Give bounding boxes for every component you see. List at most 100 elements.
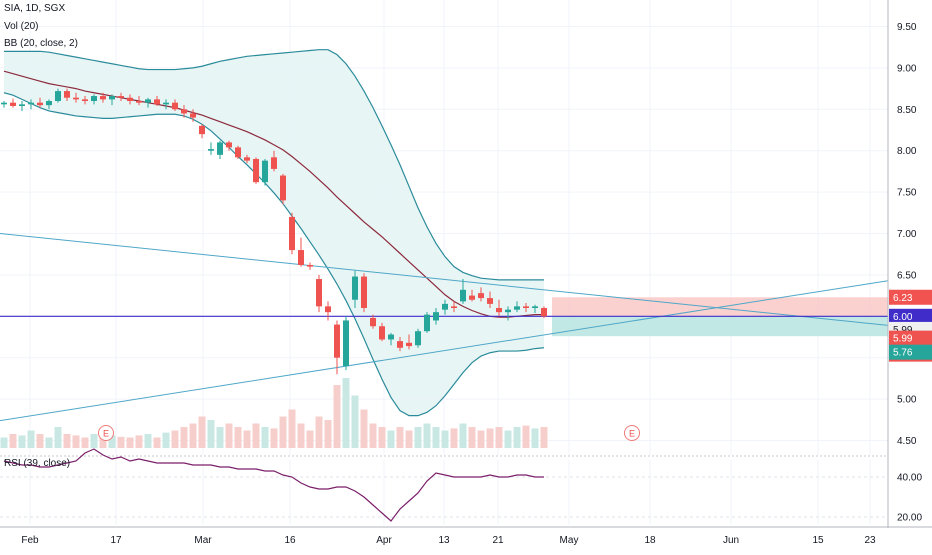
candle-body xyxy=(460,289,466,302)
volume-bar xyxy=(54,427,62,448)
candles xyxy=(1,88,547,375)
rsi-tick-label: 20.00 xyxy=(897,513,922,524)
candle-body xyxy=(280,175,286,201)
price-label: 6.00 xyxy=(893,312,913,323)
candle-body xyxy=(181,109,187,114)
candle-body xyxy=(154,99,160,105)
candle-body xyxy=(370,317,376,327)
earnings-marker xyxy=(98,425,114,441)
candle-body xyxy=(478,293,484,299)
price-labels: 6.236.005.995.9901:57:075.76 xyxy=(889,289,932,362)
volume-legend[interactable]: Vol (20) xyxy=(4,21,39,32)
candle-body xyxy=(289,216,295,251)
candle-body xyxy=(271,157,277,169)
candle-body xyxy=(226,142,232,148)
volume-bar xyxy=(216,427,224,448)
candle-body xyxy=(235,147,241,158)
volume-bar xyxy=(270,428,278,448)
volume-bar xyxy=(72,435,80,448)
volume-bar xyxy=(189,423,197,448)
volume-bar xyxy=(441,430,449,448)
volume-bar xyxy=(243,430,251,448)
price-label-box xyxy=(889,344,932,360)
price-label-box xyxy=(889,289,932,305)
symbol-legend[interactable]: SIA, 1D, SGX xyxy=(4,3,66,14)
bollinger-fill xyxy=(4,49,544,416)
volume-bar xyxy=(468,427,476,448)
candle-body xyxy=(190,113,196,118)
volume-bar xyxy=(396,427,404,448)
rsi-tick-label: 40.00 xyxy=(897,473,922,484)
volume-bar xyxy=(81,437,89,448)
price-label-box xyxy=(889,330,932,346)
candle-body xyxy=(73,97,79,100)
volume-bar xyxy=(279,416,287,448)
volume-bar xyxy=(423,423,431,448)
volume-bar xyxy=(405,430,413,448)
volume-bar xyxy=(180,427,188,448)
candle-body xyxy=(352,276,358,300)
volume-bar xyxy=(378,427,386,448)
volume-bar xyxy=(495,427,503,448)
rsi-panel xyxy=(0,448,888,522)
volume-bar xyxy=(99,437,107,448)
candle-body xyxy=(424,314,430,332)
candle-body xyxy=(91,96,97,102)
candle-body xyxy=(82,99,88,102)
reward-zone xyxy=(552,316,888,337)
candle-body xyxy=(145,99,151,103)
volume-bars xyxy=(0,378,548,448)
candle-body xyxy=(334,324,340,358)
rsi-legend[interactable]: RSI (39, close) xyxy=(4,458,71,469)
volume-bar xyxy=(513,427,521,448)
candle-body xyxy=(433,312,439,321)
candle-body xyxy=(361,276,367,309)
volume-bar xyxy=(342,378,350,448)
candle-body xyxy=(298,250,304,265)
candle-body xyxy=(109,96,115,100)
candle-body xyxy=(532,306,538,309)
candle-body xyxy=(262,160,268,183)
time-tick-label: 15 xyxy=(812,535,824,546)
earnings-marker xyxy=(624,425,640,441)
candle-body xyxy=(217,142,223,155)
price-label: 5.76 xyxy=(893,348,913,359)
time-tick-label: 17 xyxy=(110,535,122,546)
candle-body xyxy=(199,125,205,135)
volume-bar xyxy=(459,423,467,448)
candle-body xyxy=(514,306,520,310)
candle-body xyxy=(523,306,529,309)
candle-body xyxy=(397,341,403,348)
candle-body xyxy=(136,101,142,103)
volume-bar xyxy=(90,434,98,448)
volume-bar xyxy=(315,416,323,448)
price-tick-label: 6.50 xyxy=(897,270,917,281)
time-tick-label: Jun xyxy=(723,535,739,546)
candle-body xyxy=(541,308,547,317)
time-tick-label: Mar xyxy=(194,535,212,546)
volume-bar xyxy=(171,430,179,448)
candle-body xyxy=(442,303,448,310)
volume-bar xyxy=(18,435,26,448)
descending-trendline xyxy=(0,233,889,326)
volume-bar xyxy=(198,416,206,448)
candle-body xyxy=(127,97,133,102)
price-tick-label: 4.50 xyxy=(897,436,917,447)
bb-legend[interactable]: BB (20, close, 2) xyxy=(4,38,78,49)
volume-bar xyxy=(144,434,152,448)
volume-bar xyxy=(333,385,341,448)
price-label: 6.23 xyxy=(893,293,913,304)
time-tick-label: 13 xyxy=(438,535,450,546)
volume-bar xyxy=(432,427,440,448)
candle-body xyxy=(100,96,106,100)
price-label: 5.99 xyxy=(893,325,913,336)
candle-body xyxy=(10,102,16,106)
candle-body xyxy=(505,309,511,313)
volume-bar xyxy=(162,432,170,448)
candle-body xyxy=(307,264,313,267)
volume-bar xyxy=(369,423,377,448)
bollinger-upper-line xyxy=(4,49,544,281)
